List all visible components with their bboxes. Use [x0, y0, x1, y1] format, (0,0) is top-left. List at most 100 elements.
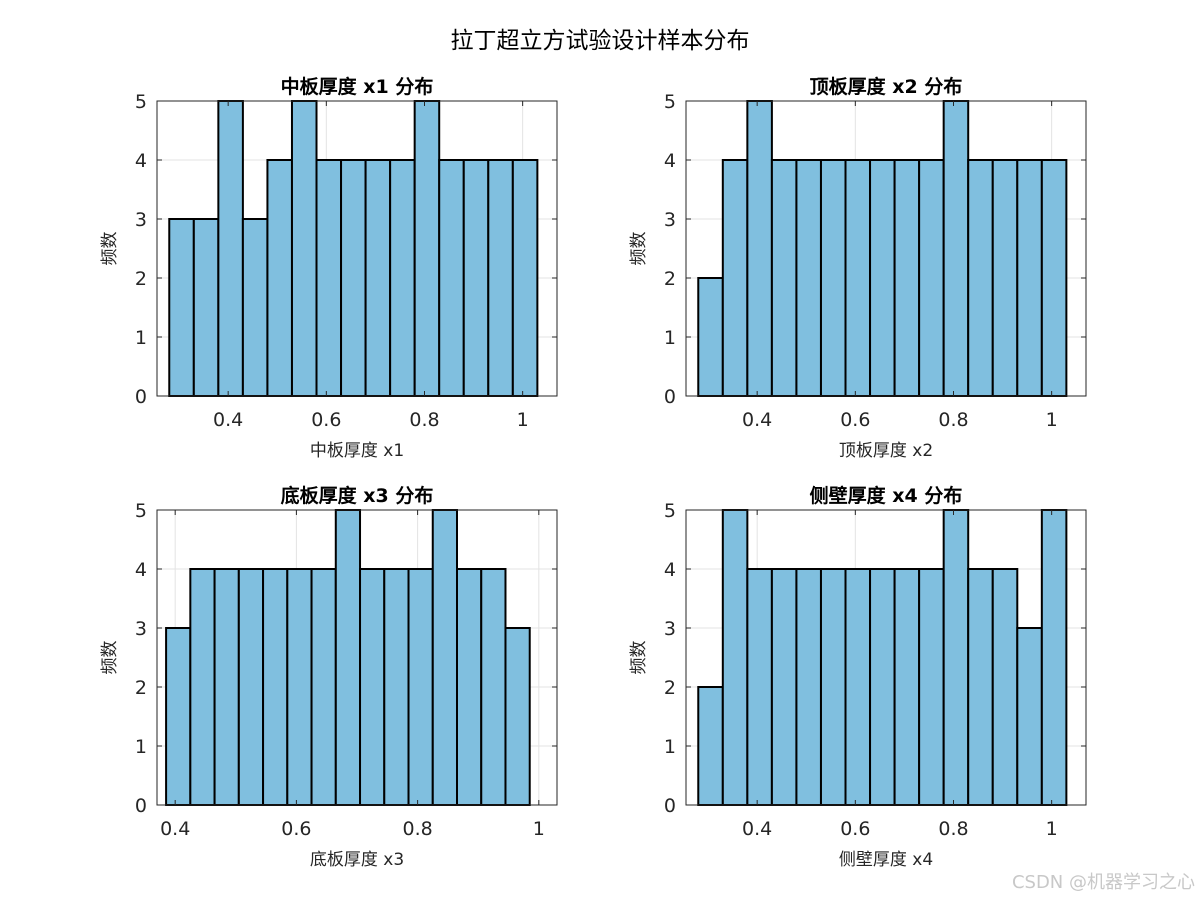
- y-tick-label: 4: [664, 559, 676, 581]
- histogram-bar: [869, 568, 896, 806]
- y-tick-label: 3: [135, 618, 147, 640]
- histogram-bar: [192, 218, 220, 397]
- x-axis-label: 顶板厚度 x2: [839, 441, 933, 461]
- histogram-bar: [819, 568, 847, 806]
- x-tick-label: 0.8: [402, 818, 432, 840]
- y-tick-label: 3: [135, 209, 147, 231]
- histogram-bar: [213, 568, 240, 806]
- x-tick-label: 1: [1046, 409, 1058, 431]
- histogram-bar: [893, 159, 921, 397]
- histogram-bar: [189, 568, 216, 806]
- watermark: CSDN @机器学习之心: [1012, 872, 1195, 893]
- x-tick-label: 0.4: [742, 409, 772, 431]
- histogram-bar: [511, 159, 539, 397]
- y-tick-label: 1: [664, 327, 676, 349]
- histogram-bar: [480, 568, 507, 806]
- histogram-bar: [844, 568, 872, 806]
- histogram-bar: [165, 627, 192, 806]
- figure-title: 拉丁超立方试验设计样本分布: [451, 28, 750, 54]
- y-tick-label: 2: [135, 268, 147, 290]
- histogram-bar: [746, 568, 773, 806]
- histogram-bar: [364, 159, 392, 397]
- y-tick-label: 2: [664, 677, 676, 699]
- axes-box: [156, 509, 558, 806]
- histogram-bar: [770, 159, 798, 397]
- x-tick-label: 0.8: [409, 409, 439, 431]
- histogram-bar: [795, 159, 822, 397]
- y-tick-label: 1: [664, 736, 676, 758]
- histogram-bar: [237, 568, 265, 806]
- histogram-bar: [438, 159, 465, 397]
- histogram-bar: [918, 568, 945, 806]
- histogram-bar: [795, 568, 822, 806]
- y-tick-label: 4: [135, 559, 147, 581]
- histogram-bar: [1040, 159, 1068, 397]
- x-tick-label: 0.6: [281, 818, 311, 840]
- histogram-bar: [334, 509, 362, 806]
- histogram-bar: [241, 218, 269, 397]
- x-tick-label: 0.8: [938, 818, 968, 840]
- y-axis-label: 频数: [100, 232, 120, 266]
- histogram-bar: [697, 686, 724, 806]
- histogram-bar: [389, 159, 416, 397]
- histogram-bar: [697, 277, 724, 397]
- y-axis-label: 频数: [629, 641, 649, 675]
- histogram-bar: [290, 100, 318, 397]
- histogram-bar: [893, 568, 921, 806]
- histogram-bar: [721, 509, 749, 806]
- x-tick-label: 0.4: [742, 818, 772, 840]
- subplot-title: 中板厚度 x1 分布: [281, 75, 434, 98]
- histogram-bar: [340, 159, 367, 397]
- histogram-bar: [431, 509, 458, 806]
- x-axis-label: 中板厚度 x1: [310, 441, 404, 461]
- y-tick-label: 0: [664, 386, 676, 408]
- histogram-bar: [770, 568, 798, 806]
- subplot-title: 顶板厚度 x2 分布: [810, 75, 963, 98]
- y-axis-label: 频数: [629, 232, 649, 266]
- histogram-bar: [359, 568, 386, 806]
- x-tick-label: 0.6: [311, 409, 341, 431]
- histogram-bar: [487, 159, 514, 397]
- x-tick-label: 1: [1046, 818, 1058, 840]
- y-tick-label: 2: [664, 268, 676, 290]
- histogram-bar: [942, 509, 970, 806]
- y-tick-label: 3: [664, 618, 676, 640]
- histogram-bar: [746, 100, 773, 397]
- histogram-bar: [1016, 159, 1043, 397]
- x-tick-label: 0.6: [840, 409, 870, 431]
- histogram-bar: [721, 159, 749, 397]
- x-tick-label: 0.4: [213, 409, 243, 431]
- histogram-bar: [918, 159, 945, 397]
- histogram-bar: [991, 568, 1019, 806]
- histogram-bar: [991, 159, 1019, 397]
- x-axis-label: 侧壁厚度 x4: [839, 850, 933, 870]
- histogram-bar: [504, 627, 531, 806]
- histogram-bar: [217, 100, 244, 397]
- y-tick-label: 0: [664, 795, 676, 817]
- subplot-title: 侧壁厚度 x4 分布: [810, 484, 963, 507]
- histogram-bar: [383, 568, 410, 806]
- y-tick-label: 5: [664, 91, 676, 113]
- histogram-bar: [967, 568, 994, 806]
- y-tick-label: 0: [135, 795, 147, 817]
- histogram-bar: [819, 159, 847, 397]
- x-tick-label: 1: [517, 409, 529, 431]
- histogram-bar: [266, 159, 293, 397]
- y-axis-label: 频数: [100, 641, 120, 675]
- histogram-bar: [456, 568, 483, 806]
- histogram-bar: [967, 159, 994, 397]
- y-tick-label: 2: [135, 677, 147, 699]
- histogram-bar: [1040, 509, 1068, 806]
- x-tick-label: 0.4: [160, 818, 190, 840]
- y-tick-label: 4: [135, 150, 147, 172]
- histogram-bar: [462, 159, 490, 397]
- y-tick-label: 1: [135, 327, 147, 349]
- y-tick-label: 5: [135, 91, 147, 113]
- histogram-bar: [168, 218, 195, 397]
